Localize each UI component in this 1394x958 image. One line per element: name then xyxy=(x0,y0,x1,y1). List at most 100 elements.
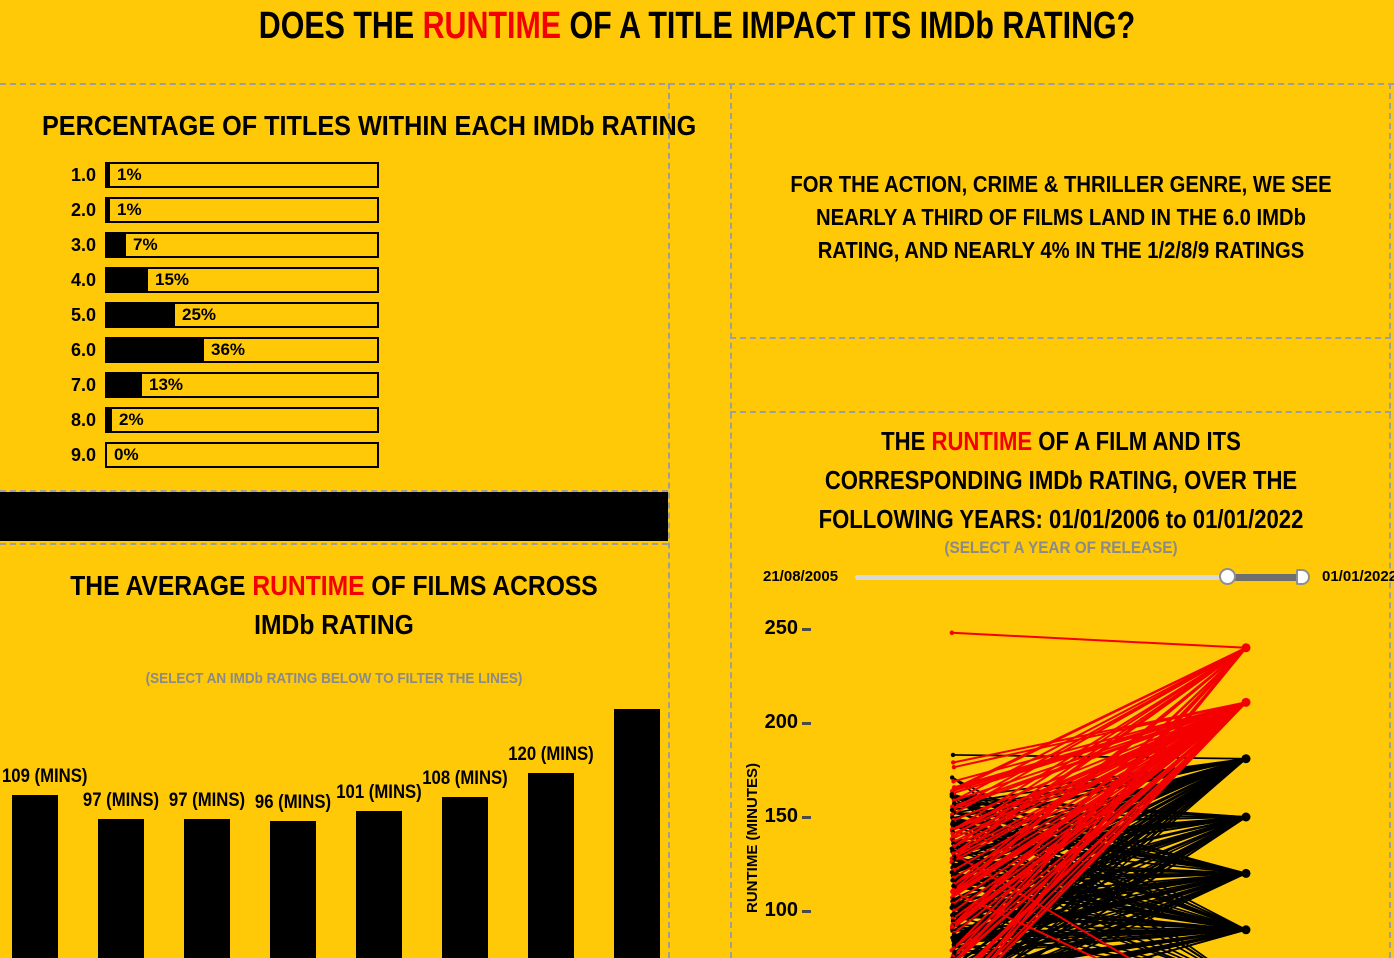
avg-runtime-bar-label[interactable]: 96 (MINS) xyxy=(254,792,332,813)
rating-row[interactable]: 5.0 25% xyxy=(0,302,668,328)
y-tick-label: 200 xyxy=(764,711,798,733)
slider-end-label: 01/01/2022 xyxy=(1322,568,1394,585)
y-tick-label: 100 xyxy=(764,899,798,921)
y-tick-mark xyxy=(802,816,811,819)
avg-runtime-bar-label[interactable]: 120 (MINS) xyxy=(508,744,594,765)
runtime-lines-chart[interactable] xyxy=(730,411,1394,958)
date-slider-selected-range[interactable] xyxy=(1227,574,1303,581)
avg-runtime-bar[interactable] xyxy=(270,821,316,958)
avg-runtime-bar[interactable] xyxy=(614,709,660,958)
rating-row[interactable]: 8.0 2% xyxy=(0,407,668,433)
avg-runtime-bar[interactable] xyxy=(98,819,144,958)
rating-bar-fill[interactable] xyxy=(107,374,142,396)
avg-runtime-title: THE AVERAGE RUNTIME OF FILMS ACROSS IMDb… xyxy=(61,566,607,644)
rating-value: 13% xyxy=(149,375,184,394)
rating-label: 9.0 xyxy=(70,444,96,465)
rating-value: 25% xyxy=(182,305,217,324)
page-title-post: OF A TITLE IMPACT ITS IMDb RATING? xyxy=(561,5,1136,47)
rating-value: 15% xyxy=(155,270,190,289)
avg-runtime-bar[interactable] xyxy=(12,795,58,958)
black-divider-bar xyxy=(0,492,668,541)
avg-runtime-chart: 109 (MINS) 97 (MINS) 97 (MINS) 96 (MINS) 101… xyxy=(0,700,668,958)
rating-label: 7.0 xyxy=(70,374,96,395)
rating-bar-fill[interactable] xyxy=(107,269,148,291)
avg-runtime-bar-label[interactable]: 101 (MINS) xyxy=(336,782,422,803)
rating-bar-fill[interactable] xyxy=(107,339,204,361)
avg-runtime-title-post: OF FILMS ACROSS IMDb RATING xyxy=(254,570,598,640)
rating-bar-fill[interactable] xyxy=(107,164,110,186)
rating-row[interactable]: 2.0 1% xyxy=(0,197,668,223)
avg-runtime-bar[interactable] xyxy=(442,797,488,958)
insight-text: FOR THE ACTION, CRIME & THRILLER GENRE, … xyxy=(790,171,1332,263)
page-title: DOES THE RUNTIME OF A TITLE IMPACT ITS I… xyxy=(139,5,1254,48)
avg-runtime-subtitle: (SELECT AN IMDb RATING BELOW TO FILTER T… xyxy=(145,670,523,687)
date-slider-handle-right[interactable] xyxy=(1296,569,1310,585)
divider-pct-panel-bottom xyxy=(0,490,668,492)
rating-label: 6.0 xyxy=(70,339,96,360)
rating-bar-track[interactable]: 36% xyxy=(105,337,379,363)
rating-value: 7% xyxy=(133,235,158,254)
avg-runtime-bar[interactable] xyxy=(356,811,402,958)
rating-row[interactable]: 9.0 0% xyxy=(0,442,668,468)
date-slider-track[interactable] xyxy=(855,575,1229,580)
rating-label: 8.0 xyxy=(70,409,96,430)
rating-label: 2.0 xyxy=(70,199,96,220)
rating-bar-fill[interactable] xyxy=(107,199,110,221)
avg-runtime-title-pre: THE AVERAGE xyxy=(70,570,253,601)
rating-value: 1% xyxy=(117,200,142,219)
page-title-pre: DOES THE xyxy=(258,5,423,47)
pct-chart-title: PERCENTAGE OF TITLES WITHIN EACH IMDb RA… xyxy=(42,110,697,141)
y-tick-mark xyxy=(802,628,811,631)
divider-right-column-left xyxy=(730,83,732,958)
slider-start-label: 21/08/2005 xyxy=(763,568,839,585)
rating-label: 5.0 xyxy=(70,304,96,325)
runtime-chart-title-highlight: RUNTIME xyxy=(931,426,1033,456)
avg-runtime-bar-label[interactable]: 109 (MINS) xyxy=(2,766,88,787)
rating-bar-track[interactable]: 25% xyxy=(105,302,379,328)
y-tick-label: 250 xyxy=(764,617,798,639)
rating-value: 1% xyxy=(117,165,142,184)
y-tick-mark xyxy=(802,910,811,913)
runtime-chart-subtitle: (SELECT A YEAR OF RELEASE) xyxy=(944,538,1178,557)
runtime-chart-title: THE RUNTIME OF A FILM AND ITS CORRESPOND… xyxy=(785,422,1338,539)
avg-runtime-bar-label[interactable]: 97 (MINS) xyxy=(168,790,246,811)
runtime-chart-title-post: OF A FILM AND ITS CORRESPONDING IMDb RAT… xyxy=(818,426,1304,534)
rating-bar-track[interactable]: 15% xyxy=(105,267,379,293)
pct-chart: 1.0 1% 2.0 1% 3.0 7% 4.0 15% 5.0 25% 6.0 36% 7.0 13% 8… xyxy=(0,162,668,477)
divider-black-bar-bottom xyxy=(0,543,668,545)
rating-value: 2% xyxy=(119,410,144,429)
rating-bar-track[interactable]: 1% xyxy=(105,197,379,223)
rating-bar-fill[interactable] xyxy=(107,304,175,326)
avg-runtime-bar-label[interactable]: 108 (MINS) xyxy=(422,768,508,789)
rating-row[interactable]: 7.0 13% xyxy=(0,372,668,398)
avg-runtime-title-highlight: RUNTIME xyxy=(252,570,365,601)
rating-label: 4.0 xyxy=(70,269,96,290)
rating-bar-track[interactable]: 2% xyxy=(105,407,379,433)
rating-bar-fill[interactable] xyxy=(107,409,112,431)
rating-bar-fill[interactable] xyxy=(107,234,126,256)
avg-runtime-bar[interactable] xyxy=(528,773,574,958)
rating-label: 3.0 xyxy=(70,234,96,255)
divider-insight-bottom xyxy=(730,337,1391,339)
rating-row[interactable]: 4.0 15% xyxy=(0,267,668,293)
rating-row[interactable]: 1.0 1% xyxy=(0,162,668,188)
rating-value: 36% xyxy=(211,340,246,359)
rating-label: 1.0 xyxy=(70,164,96,185)
rating-bar-track[interactable]: 0% xyxy=(105,442,379,468)
avg-runtime-bar-label[interactable]: 97 (MINS) xyxy=(82,790,160,811)
divider-top xyxy=(0,83,1394,85)
rating-row[interactable]: 6.0 36% xyxy=(0,337,668,363)
rating-row[interactable]: 3.0 7% xyxy=(0,232,668,258)
avg-runtime-bar-label[interactable]: 152 (MINS) xyxy=(594,700,668,702)
y-tick-label: 150 xyxy=(764,805,798,827)
rating-bar-track[interactable]: 1% xyxy=(105,162,379,188)
runtime-chart-title-pre: THE xyxy=(881,426,932,456)
avg-runtime-bar[interactable] xyxy=(184,819,230,958)
rating-bar-track[interactable]: 7% xyxy=(105,232,379,258)
page-title-highlight: RUNTIME xyxy=(422,5,562,47)
date-slider-handle-left[interactable] xyxy=(1219,568,1236,585)
rating-bar-track[interactable]: 13% xyxy=(105,372,379,398)
rating-value: 0% xyxy=(114,445,139,464)
divider-right-edge xyxy=(1389,83,1391,958)
